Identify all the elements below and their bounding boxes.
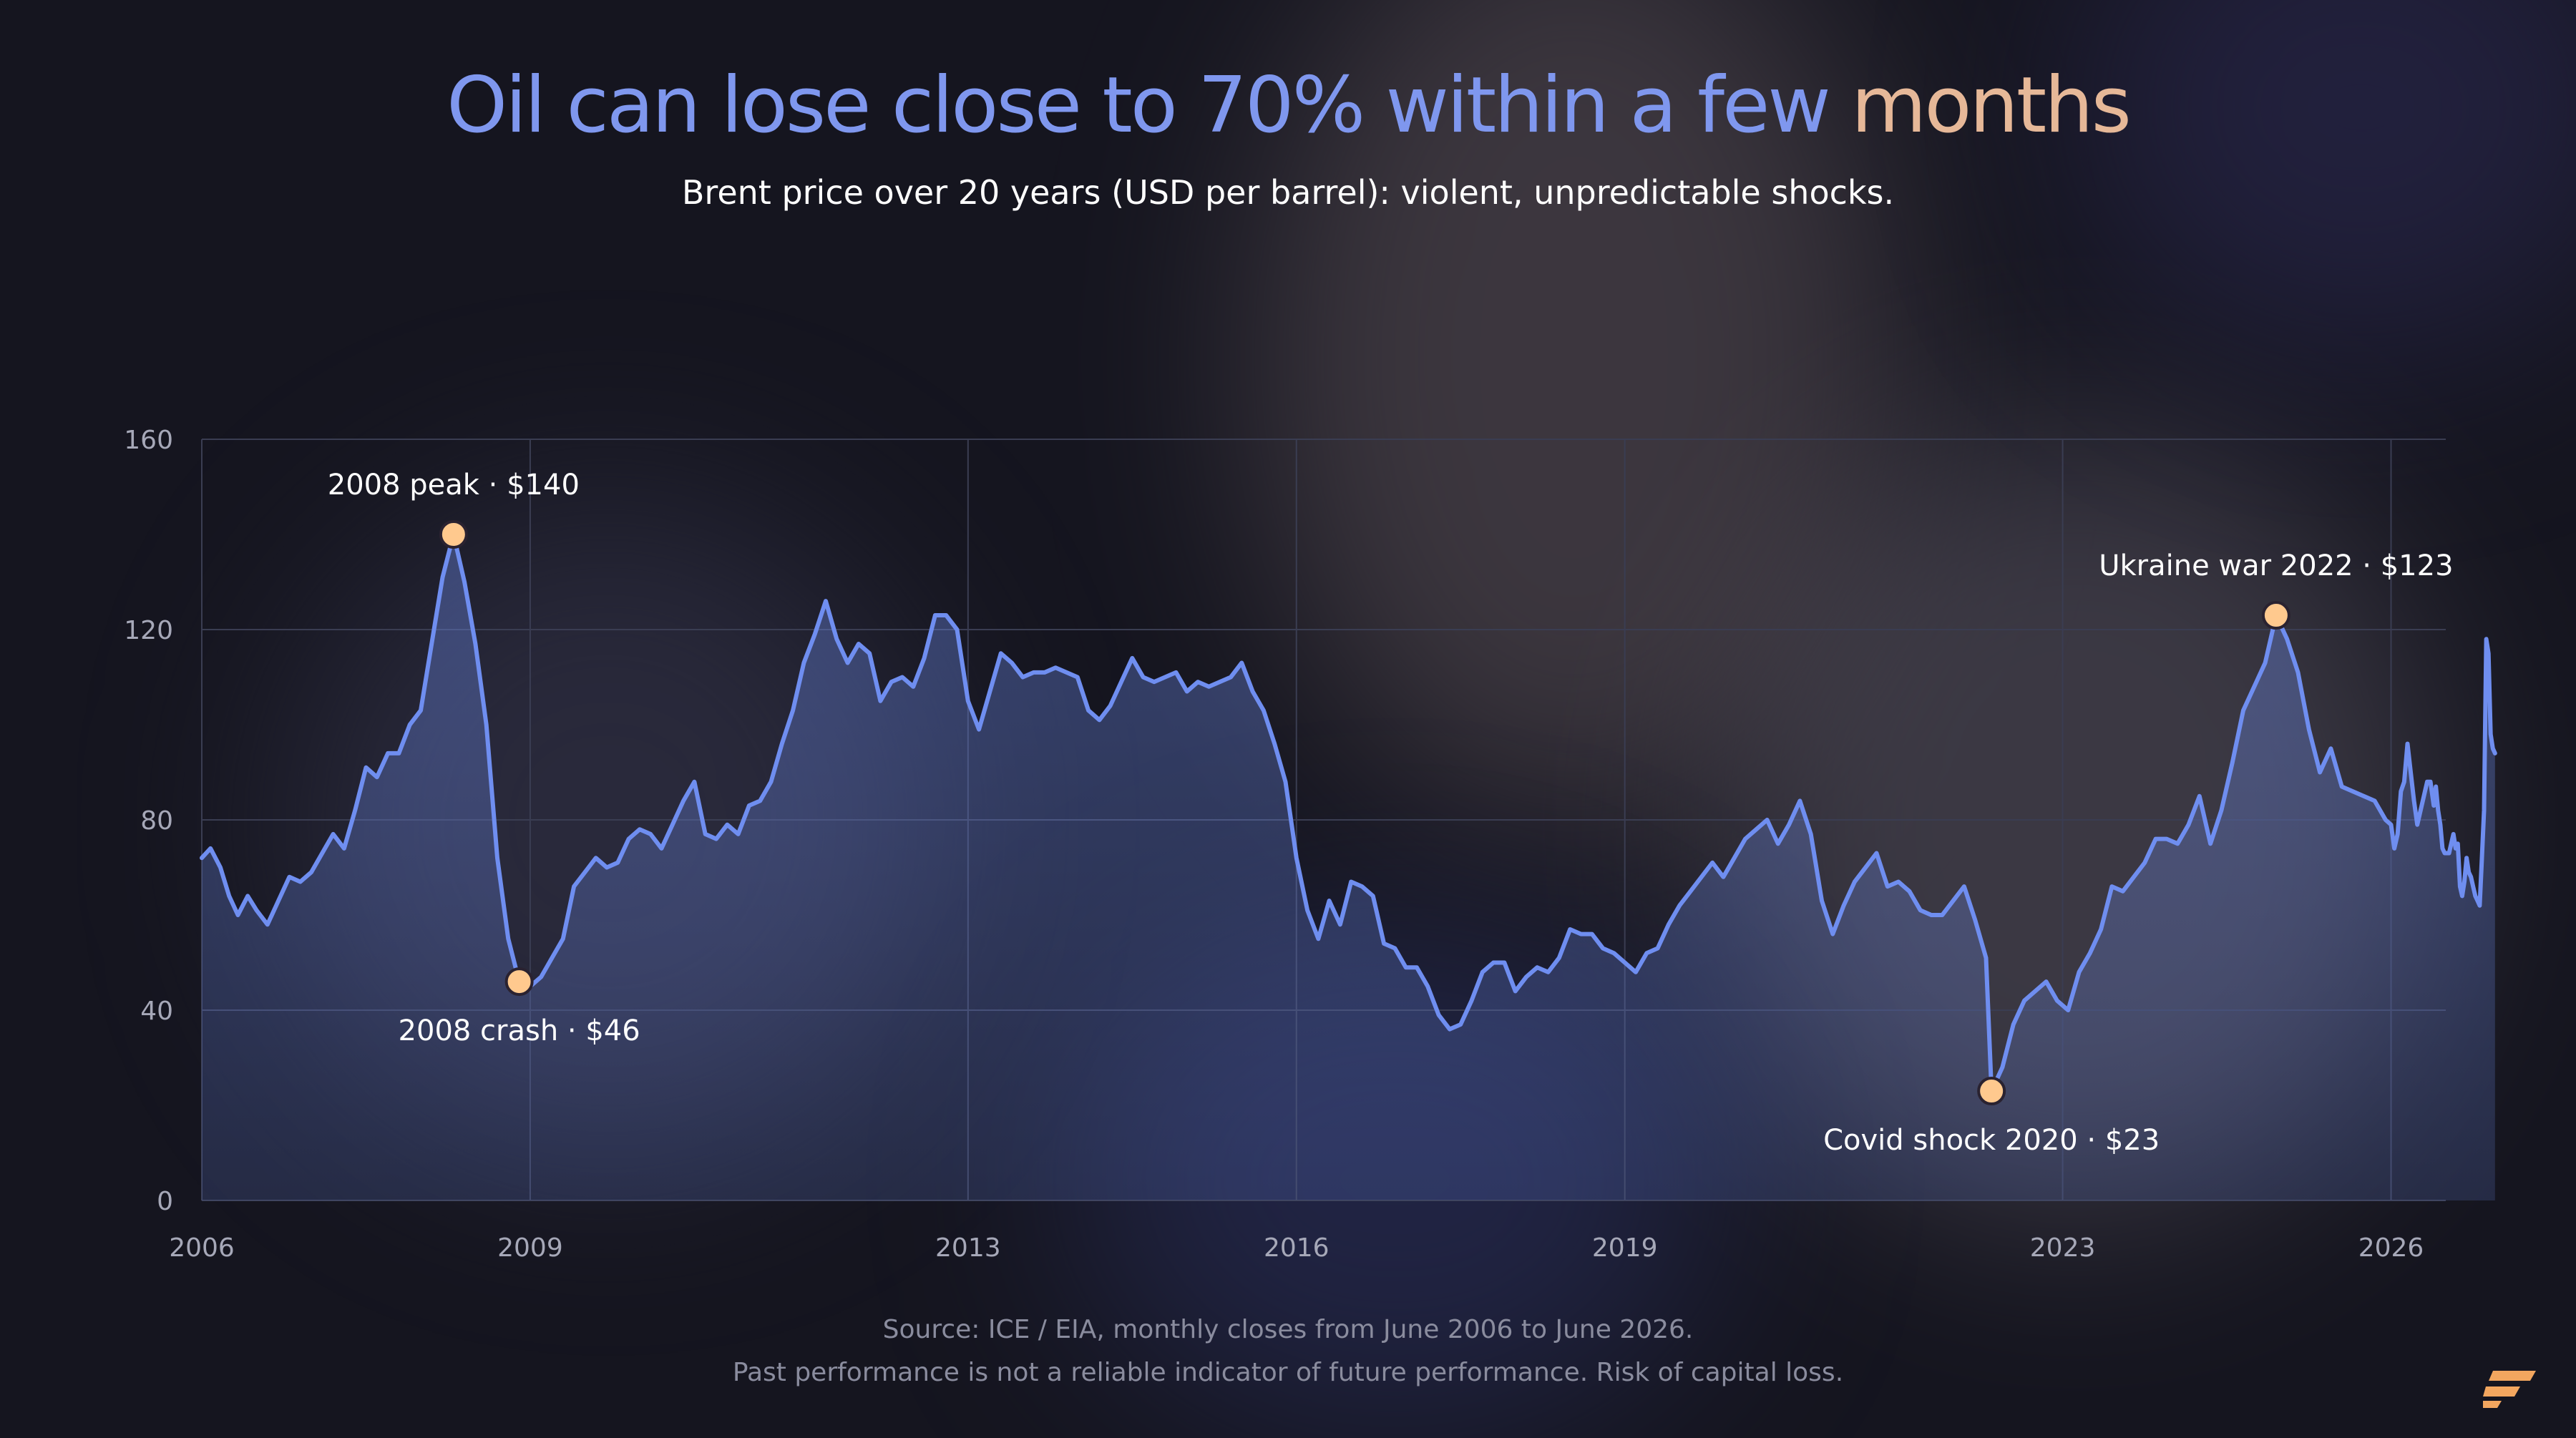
x-tick-label: 2006: [169, 1233, 235, 1263]
annotation-marker: [1977, 1077, 2006, 1106]
y-tick-label: 80: [140, 806, 173, 836]
x-tick-label: 2013: [935, 1233, 1001, 1263]
axis-ticks: 0 40 80 120 160 2006 2009 2013 2016 2019 2023 2026: [124, 426, 2424, 1263]
annotation-label: 2008 crash · $46: [399, 1014, 640, 1047]
annotation-marker: [2261, 601, 2290, 630]
x-tick-label: 2009: [497, 1233, 563, 1263]
disclaimer-note: Past performance is not a reliable indic…: [732, 1358, 1844, 1387]
chart-title: Oil can lose close to 70% within a few m…: [0, 56, 2576, 156]
chart-subtitle: Brent price over 20 years (USD per barre…: [681, 173, 1895, 212]
title-part-1: Oil can lose close to 70% within a few: [447, 61, 1831, 150]
annotation-marker: [439, 520, 468, 549]
annotation-label: Covid shock 2020 · $23: [1823, 1124, 2160, 1157]
x-tick-label: 2023: [2030, 1233, 2096, 1263]
x-tick-label: 2026: [2358, 1233, 2424, 1263]
annotation-label: 2008 peak · $140: [328, 469, 580, 502]
annotation-marker: [504, 967, 534, 997]
price-area-fill: [202, 534, 2495, 1200]
annotation-label: Ukraine war 2022 · $123: [2099, 549, 2453, 582]
y-tick-label: 40: [140, 997, 173, 1026]
source-note: Source: ICE / EIA, monthly closes from J…: [882, 1315, 1694, 1344]
y-tick-label: 120: [124, 616, 173, 645]
x-tick-label: 2019: [1592, 1233, 1658, 1263]
brand-logo-icon: [2483, 1371, 2536, 1408]
price-series-line: [200, 532, 2497, 1093]
annotations: 2008 peak · $140 2008 crash · $46 Covid sh…: [328, 469, 2454, 1157]
title-part-2: months: [1851, 61, 2132, 150]
y-tick-label: 0: [157, 1187, 173, 1216]
x-tick-label: 2016: [1264, 1233, 1330, 1263]
y-tick-label: 160: [124, 426, 173, 455]
